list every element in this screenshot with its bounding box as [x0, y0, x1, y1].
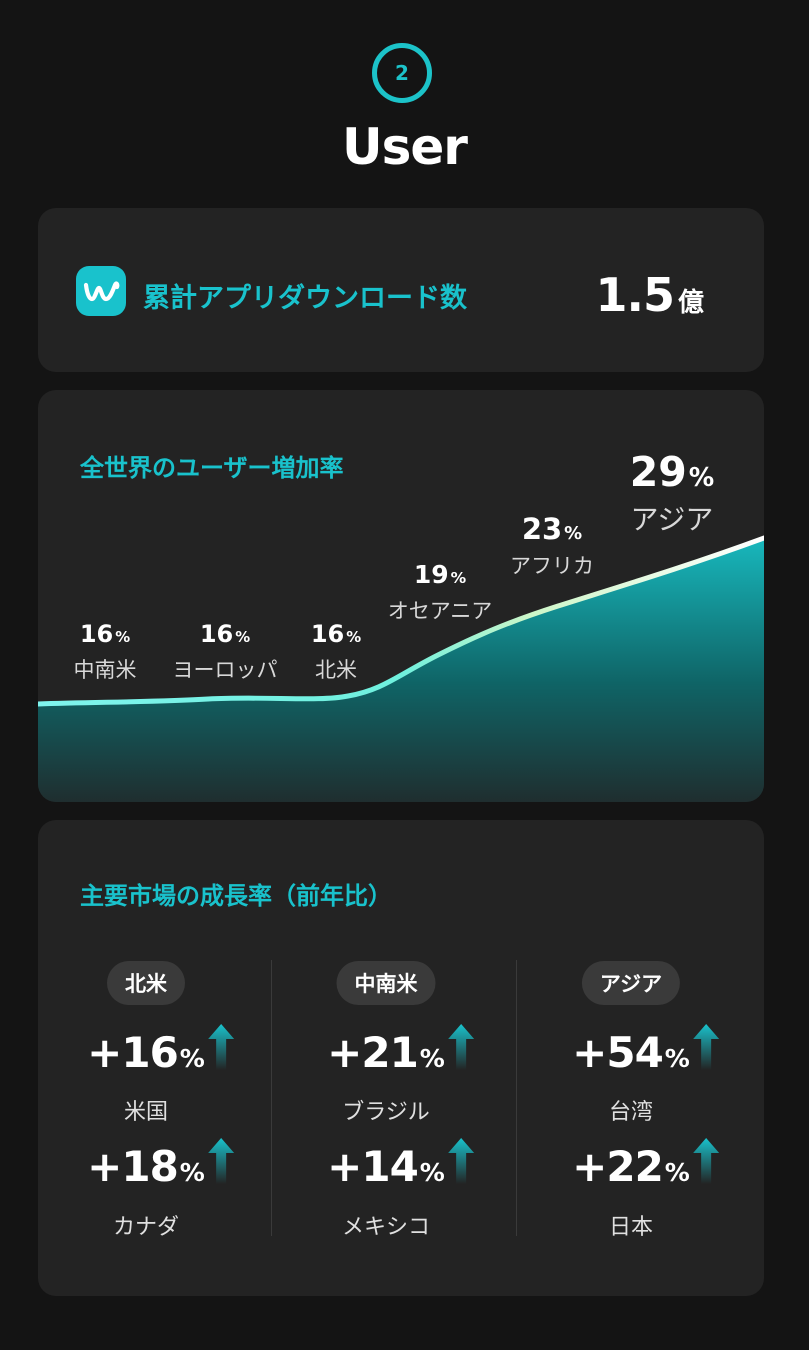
metric-taiwan: +54% — [572, 1024, 720, 1077]
market-heading: 主要市場の成長率（前年比） — [80, 882, 392, 910]
region-label-oceania: 19% オセアニア — [388, 560, 493, 625]
growth-area — [38, 538, 764, 802]
metric-mexico: +14% — [327, 1138, 475, 1191]
metric-value: +21 — [327, 1028, 419, 1077]
percent-sign: % — [664, 1158, 690, 1187]
percent-sign: % — [564, 523, 583, 544]
region-name: アフリカ — [510, 554, 594, 578]
percent-sign: % — [346, 628, 362, 646]
region-name: オセアニア — [387, 599, 493, 623]
region-pct: 16 — [199, 620, 234, 648]
metric-value: +14 — [327, 1142, 419, 1191]
column-divider — [271, 960, 272, 1236]
region-label-north-america: 16% 北米 — [311, 620, 361, 684]
metric-country: ブラジル — [342, 1100, 430, 1125]
up-arrow-icon — [207, 1022, 235, 1074]
region-pct: 16 — [310, 620, 345, 648]
up-arrow-icon — [692, 1022, 720, 1074]
metric-value: +18 — [87, 1142, 179, 1191]
metric-country: 米国 — [123, 1100, 169, 1125]
region-pct: 16 — [79, 620, 114, 648]
metric-usa: +16% — [87, 1024, 235, 1077]
region-label-asia: 29% アジア — [630, 448, 715, 538]
region-name: 中南米 — [73, 658, 137, 682]
percent-sign: % — [688, 462, 715, 492]
metric-country: カナダ — [112, 1215, 180, 1240]
up-arrow-icon — [692, 1136, 720, 1188]
growth-line — [38, 535, 764, 707]
region-name: ヨーロッパ — [172, 658, 278, 682]
up-arrow-icon — [447, 1136, 475, 1188]
step-number: 2 — [395, 61, 409, 85]
percent-sign: % — [179, 1044, 205, 1073]
downloads-number: 1.5 — [595, 268, 674, 322]
metric-country: メキシコ — [341, 1215, 431, 1240]
percent-sign: % — [115, 628, 131, 646]
user-growth-card: 全世界のユーザー増加率 16% 中南米 16% ヨーロッパ 16% 北米 19%… — [38, 390, 764, 802]
downloads-unit: 億 — [677, 288, 704, 318]
region-label-latam: 16% 中南米 — [74, 620, 137, 684]
downloads-card: 累計アプリダウンロード数 1.5 億 — [38, 208, 764, 372]
up-arrow-icon — [207, 1136, 235, 1188]
region-name: アジア — [630, 503, 714, 536]
downloads-label: 累計アプリダウンロード数 — [143, 283, 467, 314]
metric-value: +16 — [87, 1028, 179, 1077]
section-title: User — [342, 118, 468, 176]
metric-brazil: +21% — [327, 1024, 475, 1077]
metric-canada: +18% — [87, 1138, 235, 1191]
region-pill-asia: アジア — [581, 961, 681, 1005]
metric-country: 台湾 — [608, 1100, 654, 1125]
percent-sign: % — [419, 1158, 445, 1187]
metric-value: +54 — [572, 1028, 664, 1077]
percent-sign: % — [664, 1044, 690, 1073]
percent-sign: % — [235, 628, 251, 646]
market-growth-card: 主要市場の成長率（前年比） 北米 +16% 米国 +18% カナダ 中南米 +2… — [38, 820, 764, 1296]
growth-heading: 全世界のユーザー増加率 — [80, 454, 344, 482]
region-pct: 19 — [413, 560, 449, 589]
w-logo-icon — [76, 266, 126, 316]
percent-sign: % — [419, 1044, 445, 1073]
region-pill-latam: 中南米 — [336, 961, 436, 1005]
column-divider — [516, 960, 517, 1236]
percent-sign: % — [450, 569, 467, 587]
growth-area-chart — [38, 535, 764, 802]
downloads-value: 1.5 億 — [595, 268, 704, 322]
region-label-europe: 16% ヨーロッパ — [173, 620, 278, 684]
region-pct: 29 — [629, 448, 687, 496]
region-pill-north-america: 北米 — [107, 961, 185, 1005]
region-label-africa: 23% アフリカ — [510, 512, 594, 580]
percent-sign: % — [179, 1158, 205, 1187]
region-name: 北米 — [315, 658, 357, 682]
step-number-badge: 2 — [372, 43, 432, 103]
up-arrow-icon — [447, 1022, 475, 1074]
metric-country: 日本 — [608, 1215, 654, 1240]
metric-japan: +22% — [572, 1138, 720, 1191]
region-pct: 23 — [521, 512, 563, 546]
metric-value: +22 — [572, 1142, 664, 1191]
